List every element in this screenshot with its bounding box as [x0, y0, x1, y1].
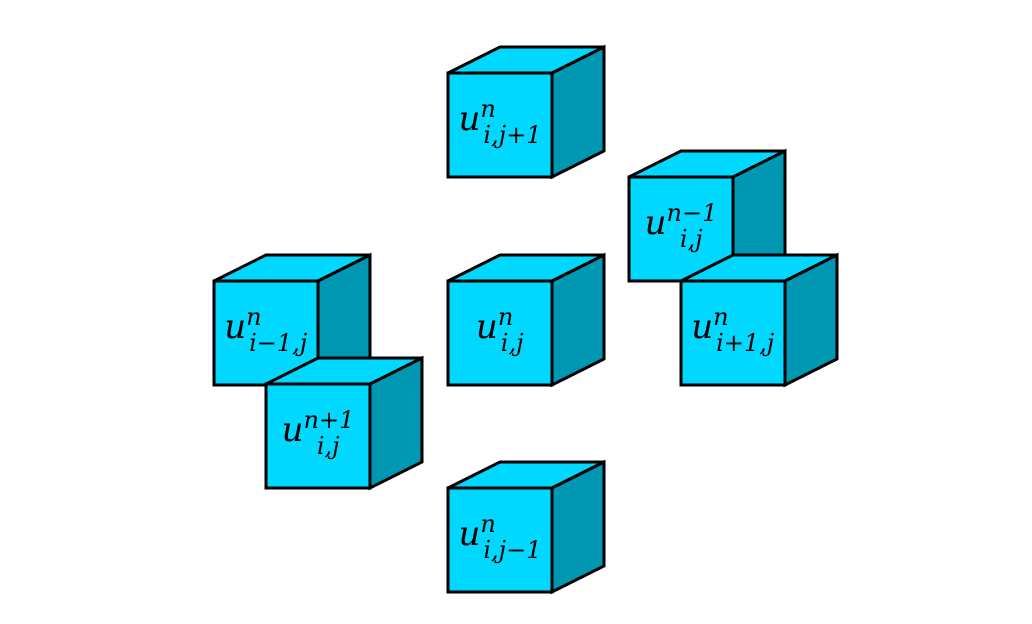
cell-im1-j: un i−1,j [212, 252, 372, 388]
label-subscript: i,j−1 [483, 536, 541, 564]
cube-label: un i−1,j [224, 303, 308, 357]
label-base: u [691, 307, 713, 347]
cube-label: un i,j−1 [459, 510, 542, 564]
cube-front-face [679, 279, 787, 387]
cell-i-jp1: un i,j+1 [446, 44, 606, 180]
label-subscript: i,j [317, 432, 340, 460]
label-subscript: i−1,j [249, 329, 308, 357]
cube-front-face [446, 486, 554, 594]
label-superscript: n [713, 303, 728, 331]
label-base: u [645, 203, 667, 243]
label-base: u [476, 307, 498, 347]
label-superscript: n [498, 303, 513, 331]
cube-label: un+1 i,j [282, 406, 355, 460]
label-subscript: i,j [680, 225, 703, 253]
label-base: u [459, 514, 481, 554]
label-subscript: i,j+1 [483, 121, 541, 149]
cube-front-face [264, 382, 372, 490]
label-superscript: n−1 [667, 199, 718, 227]
label-superscript: n [480, 510, 495, 538]
label-subscript: i+1,j [716, 329, 775, 357]
label-base: u [224, 307, 246, 347]
label-base: u [459, 99, 481, 139]
label-superscript: n+1 [304, 406, 355, 434]
cell-ip1-j: un i+1,j [679, 252, 839, 388]
cell-i-j: un i,j [446, 252, 606, 388]
cube-label: un−1 i,j [645, 199, 718, 253]
cube-front-face [446, 279, 554, 387]
cube-label: un i,j+1 [459, 95, 542, 149]
cube-label: un i,j [476, 303, 524, 357]
cell-i-jm1: un i,j−1 [446, 459, 606, 595]
label-superscript: n [480, 95, 495, 123]
label-base: u [282, 410, 304, 450]
label-subscript: i,j [501, 329, 524, 357]
cell-i-j-np1: un+1 i,j [264, 355, 424, 491]
cube-front-face [446, 71, 554, 179]
cube-label: un i+1,j [691, 303, 775, 357]
label-superscript: n [246, 303, 261, 331]
